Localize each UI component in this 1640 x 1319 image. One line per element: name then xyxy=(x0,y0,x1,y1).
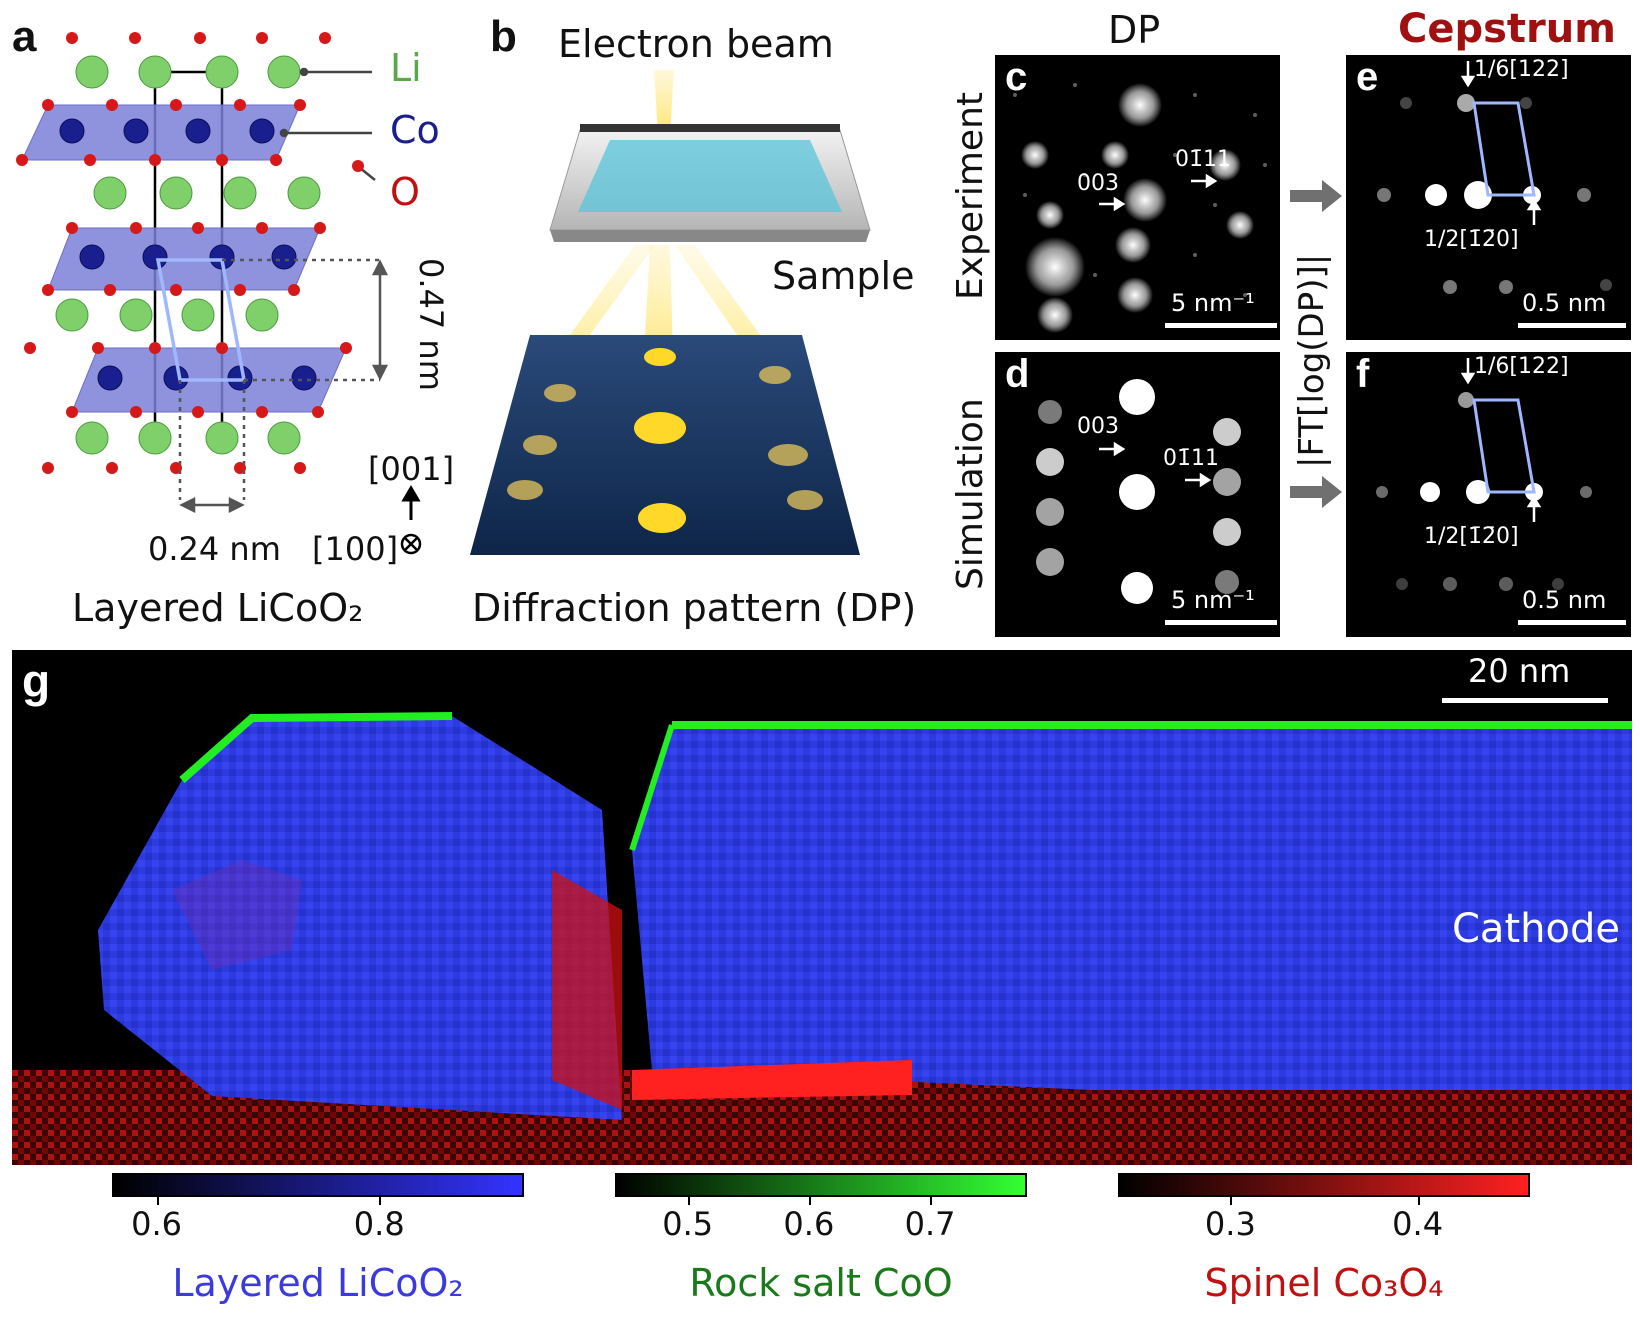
colorbar-tick-label: 0.3 xyxy=(1204,1205,1256,1243)
colorbar-1 xyxy=(112,1173,524,1197)
panel-a-label: a xyxy=(12,12,37,61)
colorbar-3 xyxy=(1118,1173,1530,1197)
colorbar-title: Layered LiCoO₂ xyxy=(172,1261,464,1305)
sample-label: Sample xyxy=(772,254,915,298)
panel-e-label: e xyxy=(1356,55,1379,99)
panel-d-scale-bar xyxy=(1165,620,1277,625)
axis-100: [100] xyxy=(312,530,399,568)
panel-g-scale-bar xyxy=(1442,698,1608,703)
panel-f-vec1: 1/6[122] xyxy=(1474,354,1569,379)
legend-li: Li xyxy=(390,46,422,90)
colorbar-tick-label: 0.7 xyxy=(904,1205,956,1243)
panel-g-scale-label: 20 nm xyxy=(1468,652,1571,690)
row-label-experiment: Experiment xyxy=(950,91,991,300)
panel-b-label: b xyxy=(490,12,517,61)
panel-f-scale-label: 0.5 nm xyxy=(1522,586,1607,614)
panel-f-simulation-cepstrum: f 1/6[122] 1/2[1̄2̄0] 0.5 nm xyxy=(1346,352,1631,637)
colorbar-title: Rock salt CoO xyxy=(689,1261,953,1305)
colorbar-tick xyxy=(930,1197,933,1205)
colorbar-tick xyxy=(1230,1197,1233,1205)
cepstrum-column-title: Cepstrum xyxy=(1398,6,1616,52)
panel-e-scale-label: 0.5 nm xyxy=(1522,289,1607,317)
dim-047: 0.47 nm xyxy=(412,258,450,391)
panel-e-scale-bar xyxy=(1518,323,1626,328)
panel-c-scale-bar xyxy=(1165,323,1277,328)
colorbar-tick-label: 0.8 xyxy=(353,1205,405,1243)
cathode-label: Cathode xyxy=(1452,906,1620,952)
transform-label: |FT[log(DP)]| xyxy=(1292,253,1332,468)
panel-e-vec1: 1/6[122] xyxy=(1474,57,1569,82)
panel-g-label: g xyxy=(22,655,51,707)
panel-c-spot-011: 01̄11 xyxy=(1175,147,1231,172)
colorbar-tick xyxy=(687,1197,690,1205)
crystal-structure-diagram xyxy=(16,32,422,555)
panel-f-scale-bar xyxy=(1518,620,1626,625)
panel-e-experiment-cepstrum: e 1/6[122] 1/2[1̄2̄0] 0.5 nm xyxy=(1346,55,1631,340)
panel-d-scale-label: 5 nm⁻¹ xyxy=(1171,586,1255,614)
panel-d-label: d xyxy=(1005,352,1030,396)
colorbar-tick xyxy=(1417,1197,1420,1205)
panel-d-spot-011: 01̄11 xyxy=(1163,446,1219,471)
colorbar-tick-label: 0.6 xyxy=(783,1205,835,1243)
panel-b-caption: Diffraction pattern (DP) xyxy=(472,586,917,630)
colorbar-tick-label: 0.6 xyxy=(131,1205,182,1243)
panel-a-caption: Layered LiCoO₂ xyxy=(72,586,364,630)
legend-co: Co xyxy=(390,108,440,152)
panel-f-vec2: 1/2[1̄2̄0] xyxy=(1424,524,1519,549)
dim-024: 0.24 nm xyxy=(148,530,281,568)
panel-e-vec2: 1/2[1̄2̄0] xyxy=(1424,227,1519,252)
panel-f-label: f xyxy=(1356,352,1370,396)
transform-arrows xyxy=(1290,180,1342,508)
colorbar-tick xyxy=(808,1197,811,1205)
colorbar-2 xyxy=(615,1173,1027,1197)
legend-o: O xyxy=(390,170,420,214)
colorbar-tick-label: 0.5 xyxy=(662,1205,714,1243)
colorbar-tick xyxy=(379,1197,382,1205)
panel-g-phase-map: g 20 nm Cathode xyxy=(12,650,1632,1165)
row-label-simulation: Simulation xyxy=(950,398,991,590)
electron-beam-label: Electron beam xyxy=(558,22,834,66)
diffraction-setup-diagram xyxy=(470,70,871,555)
panel-c-scale-label: 5 nm⁻¹ xyxy=(1171,289,1255,317)
panel-c-experiment-dp: c 003 01̄11 5 nm⁻¹ xyxy=(995,55,1280,340)
colorbar-tick-label: 0.4 xyxy=(1392,1205,1444,1243)
panel-d-spot-003: 003 xyxy=(1077,414,1119,439)
panel-c-label: c xyxy=(1005,55,1028,99)
colorbar-title: Spinel Co₃O₄ xyxy=(1204,1261,1444,1305)
panel-d-simulation-dp: d 003 01̄11 5 nm⁻¹ xyxy=(995,352,1280,637)
panel-c-spot-003: 003 xyxy=(1077,171,1119,196)
axis-001: [001] xyxy=(368,450,455,488)
colorbar-tick xyxy=(156,1197,159,1205)
dp-column-title: DP xyxy=(1108,8,1161,52)
